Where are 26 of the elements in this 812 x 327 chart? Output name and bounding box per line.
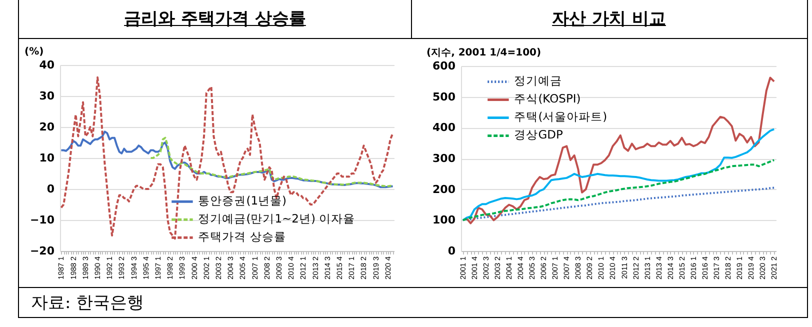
legend-label: 통안증권(1년물) bbox=[198, 194, 287, 208]
text: 자료: 한국은행 bbox=[31, 293, 144, 313]
chart-title: 자산 가치 비교 bbox=[552, 9, 666, 29]
legend-label: 경상GDP bbox=[514, 128, 563, 142]
legend-label: 주택가격 상승률 bbox=[198, 230, 286, 244]
legend-label: 정기예금 bbox=[514, 74, 562, 88]
legend-label: 주식(KOSPI) bbox=[514, 92, 581, 106]
y-tick-label: 600 bbox=[432, 60, 456, 72]
y-tick-label: 0 bbox=[46, 182, 55, 196]
legend-label: 주택(서울아파트) bbox=[514, 110, 608, 124]
y-tick-label: 10 bbox=[39, 152, 55, 164]
y-axis-title: (지수, 2001 1/4=100) bbox=[426, 48, 542, 58]
y-tick-label: 40 bbox=[39, 58, 55, 72]
y-tick-label: 500 bbox=[432, 90, 456, 104]
y-tick-label: −10 bbox=[30, 214, 55, 226]
y-tick-label: 400 bbox=[432, 121, 456, 134]
legend-label: 정기예금(만기1~2년) 이자율 bbox=[198, 212, 356, 226]
y-axis-title: (%) bbox=[24, 46, 44, 58]
y-tick-label: 300 bbox=[432, 152, 456, 165]
chart-title: 금리와 주택가격 상승률 bbox=[124, 9, 306, 29]
y-tick-label: 30 bbox=[39, 90, 55, 102]
y-tick-label: −20 bbox=[30, 244, 55, 258]
y-tick-label: 20 bbox=[39, 120, 55, 134]
y-tick-label: 0 bbox=[448, 244, 456, 258]
y-tick-label: 100 bbox=[432, 214, 456, 227]
y-tick-label: 200 bbox=[432, 182, 456, 196]
